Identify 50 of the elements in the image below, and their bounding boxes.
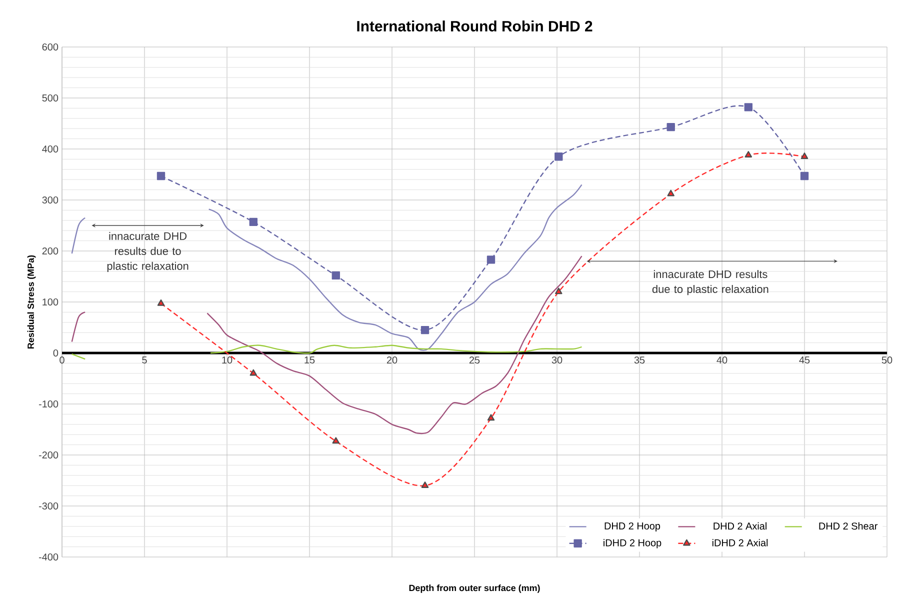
point (666, 122, 675, 132)
chart-title: International Round Robin DHD 2 (357, 20, 592, 32)
annotation: innacurate DHD results due to plastic relaxation (107, 232, 188, 272)
point (554, 152, 563, 161)
legend-label: DHD 2 Shear (819, 522, 878, 530)
point (667, 190, 674, 196)
point (332, 271, 340, 280)
point (744, 103, 752, 112)
point (420, 326, 430, 334)
x-tick-label: 35 (634, 356, 645, 364)
x-tick-label: 50 (882, 356, 892, 364)
legend-label: DHD 2 Axial (714, 522, 766, 530)
point (487, 414, 495, 421)
y-tick-label: 100 (42, 298, 58, 306)
point (156, 172, 166, 180)
x-tick-label: 25 (469, 356, 480, 364)
y-tick-label: 400 (42, 145, 58, 153)
legend-label: DHD 2 Hoop (604, 522, 660, 532)
y-tick-label: -100 (38, 400, 58, 408)
x-tick-label: 5 (142, 356, 147, 364)
point (250, 369, 258, 376)
y-tick-label: -200 (38, 451, 58, 459)
point (800, 152, 808, 159)
x-tick-label: 20 (386, 356, 398, 364)
x-tick-label: 45 (799, 356, 810, 364)
point (332, 437, 340, 444)
point (157, 299, 165, 306)
x-tick-label: 30 (552, 356, 562, 364)
point (800, 172, 809, 180)
y-axis-title: Residual Stress (MPa) (27, 255, 36, 348)
legend-label: iDHD 2 Axial (712, 539, 768, 546)
y-tick-label: -300 (38, 502, 58, 510)
point (486, 256, 496, 264)
point (555, 288, 562, 294)
point (421, 482, 429, 488)
x-tick-label: 15 (304, 356, 315, 364)
x-tick-label: 10 (222, 356, 232, 364)
point (249, 218, 258, 226)
point (744, 151, 752, 158)
x-tick-label: 0 (60, 356, 64, 364)
y-tick-label: 0 (53, 349, 58, 357)
x-axis-title: Depth from outer surface (mm) (409, 584, 540, 593)
annotation: innacurate DHD results due to plastic relaxation (652, 270, 768, 296)
y-tick-label: 300 (42, 196, 58, 204)
y-tick-label: 200 (42, 247, 58, 255)
y-tick-label: -400 (38, 553, 58, 561)
legend-label: iDHD 2 Hoop (604, 539, 662, 548)
y-tick-label: 500 (42, 94, 58, 102)
x-tick-label: 40 (716, 356, 728, 364)
y-tick-label: 600 (42, 43, 58, 51)
